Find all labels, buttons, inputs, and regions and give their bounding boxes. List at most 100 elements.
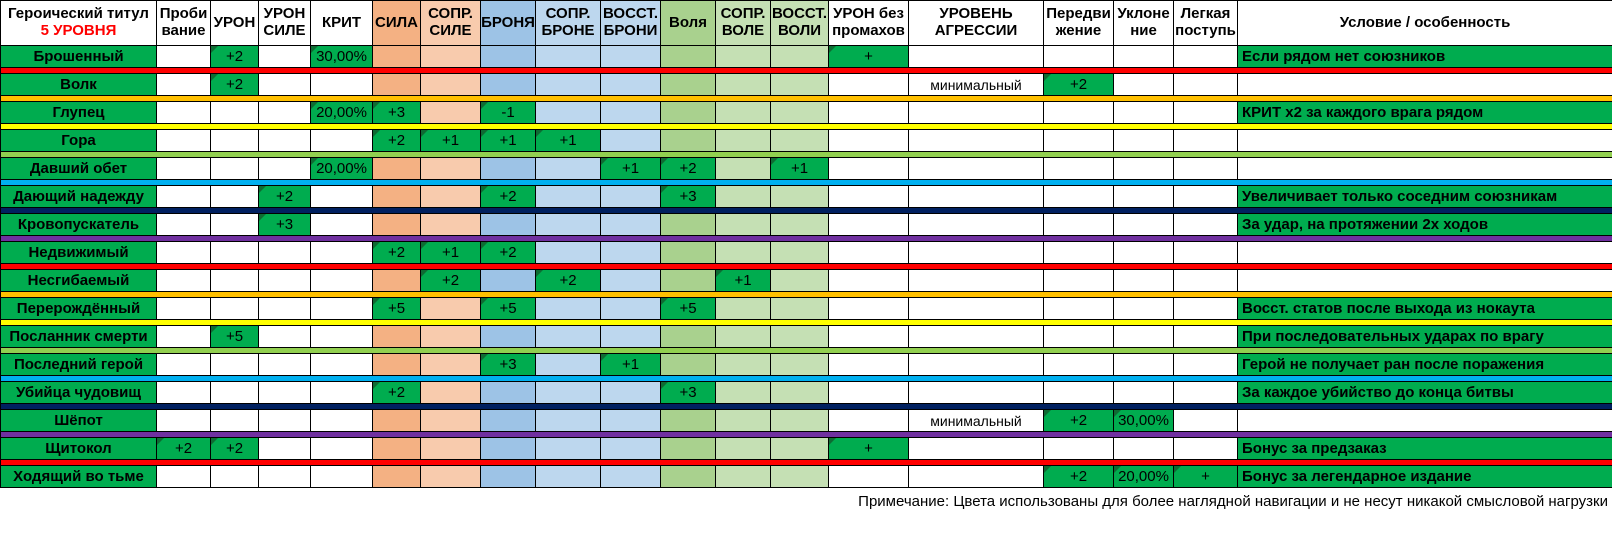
cell-r7-aggro [908, 213, 1044, 236]
spreadsheet-table: Героический титул 5 УРОВНЯ Проби вание УРОН У… [0, 0, 1612, 510]
cell-r4-vosst_broni [600, 129, 661, 152]
cell-r3-aggro [908, 101, 1044, 124]
cell-r12-move [1043, 353, 1114, 376]
cell-r8-uron [210, 241, 259, 264]
column-header-uron_sile: УРОН СИЛЕ [258, 0, 311, 46]
cell-r16-uron_sile [258, 465, 311, 488]
cell-r3-uron_sile [258, 101, 311, 124]
cell-note-triangle-icon [259, 214, 266, 221]
cell-r14-krit [310, 409, 373, 432]
cell-r12-sopr_sile [420, 353, 481, 376]
cell-r7-vosst_voli [770, 213, 829, 236]
column-header-krit: КРИТ [310, 0, 373, 46]
cell-r7-probivanie [156, 213, 211, 236]
cell-r1-vosst_broni [600, 45, 661, 68]
cell-r6-volya: +3 [660, 185, 716, 208]
cell-r6-uron [210, 185, 259, 208]
cell-r4-uron_sile [258, 129, 311, 152]
cell-r13-move [1043, 381, 1114, 404]
cell-r9-vosst_broni [600, 269, 661, 292]
cell-r3-bronya: -1 [480, 101, 536, 124]
cell-r4-krit [310, 129, 373, 152]
cell-note-triangle-icon [1044, 74, 1051, 81]
cell-r6-vosst_voli [770, 185, 829, 208]
column-header-vosst_voli: ВОССТ. ВОЛИ [770, 0, 829, 46]
table-row: Перерождённый +5 +5 +5 Восст. статов после в… [0, 297, 1612, 320]
row-title: Шёпот [0, 409, 157, 432]
cell-note-triangle-icon [373, 382, 380, 389]
cell-r2-bronya [480, 73, 536, 96]
cell-r1-sopr_brone [535, 45, 601, 68]
cell-r7-vosst_broni [600, 213, 661, 236]
cell-r9-condition [1237, 269, 1612, 292]
cell-r13-krit [310, 381, 373, 404]
cell-r7-sopr_sile [420, 213, 481, 236]
cell-r9-uron_sile [258, 269, 311, 292]
cell-r9-move [1043, 269, 1114, 292]
cell-r16-volya [660, 465, 716, 488]
cell-r11-aggro [908, 325, 1044, 348]
cell-r10-sila: +5 [372, 297, 421, 320]
cell-r2-evade [1113, 73, 1174, 96]
cell-r11-light_step [1173, 325, 1238, 348]
cell-r2-sopr_brone [535, 73, 601, 96]
cell-r8-uron_bez [828, 241, 909, 264]
column-header-title: Героический титул 5 УРОВНЯ [0, 0, 157, 46]
cell-r2-uron_bez [828, 73, 909, 96]
cell-r6-uron_sile: +2 [258, 185, 311, 208]
row-title: Последний герой [0, 353, 157, 376]
cell-r10-sopr_vole [715, 297, 771, 320]
cell-r5-move [1043, 157, 1114, 180]
column-header-aggro: УРОВЕНЬ АГРЕССИИ [908, 0, 1044, 46]
cell-r13-sopr_sile [420, 381, 481, 404]
cell-r13-sopr_vole [715, 381, 771, 404]
cell-r11-evade [1113, 325, 1174, 348]
row-title: Волк [0, 73, 157, 96]
column-header-sopr_vole: СОПР. ВОЛЕ [715, 0, 771, 46]
cell-r3-condition: КРИТ х2 за каждого врага рядом [1237, 101, 1612, 124]
cell-r5-krit: 20,00% [310, 157, 373, 180]
cell-r14-condition [1237, 409, 1612, 432]
cell-r10-krit [310, 297, 373, 320]
cell-note-triangle-icon [661, 382, 668, 389]
cell-note-triangle-icon [211, 326, 218, 333]
cell-r11-sopr_brone [535, 325, 601, 348]
cell-r7-move [1043, 213, 1114, 236]
cell-r2-krit [310, 73, 373, 96]
cell-r15-sila [372, 437, 421, 460]
cell-r11-sila [372, 325, 421, 348]
cell-note-triangle-icon [601, 354, 608, 361]
table-row: Убийца чудовищ +2 +3 За каждое убийство до … [0, 381, 1612, 404]
cell-note-triangle-icon [1044, 410, 1051, 417]
cell-r11-volya [660, 325, 716, 348]
cell-r5-uron_bez [828, 157, 909, 180]
cell-r5-aggro [908, 157, 1044, 180]
cell-r15-sopr_sile [420, 437, 481, 460]
cell-note-triangle-icon [373, 242, 380, 249]
cell-r8-krit [310, 241, 373, 264]
cell-r3-krit: 20,00% [310, 101, 373, 124]
cell-r16-vosst_broni [600, 465, 661, 488]
cell-r11-vosst_voli [770, 325, 829, 348]
cell-r13-vosst_voli [770, 381, 829, 404]
cell-r3-probivanie [156, 101, 211, 124]
cell-note-triangle-icon [211, 46, 218, 53]
cell-r16-uron_bez [828, 465, 909, 488]
cell-note-triangle-icon [716, 270, 723, 277]
cell-r6-probivanie [156, 185, 211, 208]
cell-r11-sopr_vole [715, 325, 771, 348]
cell-r11-vosst_broni [600, 325, 661, 348]
cell-r1-move [1043, 45, 1114, 68]
cell-r6-light_step [1173, 185, 1238, 208]
cell-r3-volya [660, 101, 716, 124]
cell-r7-bronya [480, 213, 536, 236]
cell-r4-aggro [908, 129, 1044, 152]
cell-r10-sopr_sile [420, 297, 481, 320]
cell-r10-bronya: +5 [480, 297, 536, 320]
cell-r9-vosst_voli [770, 269, 829, 292]
cell-r7-uron [210, 213, 259, 236]
cell-r12-vosst_broni: +1 [600, 353, 661, 376]
cell-note-triangle-icon [373, 298, 380, 305]
cell-r15-bronya [480, 437, 536, 460]
cell-r5-sopr_sile [420, 157, 481, 180]
